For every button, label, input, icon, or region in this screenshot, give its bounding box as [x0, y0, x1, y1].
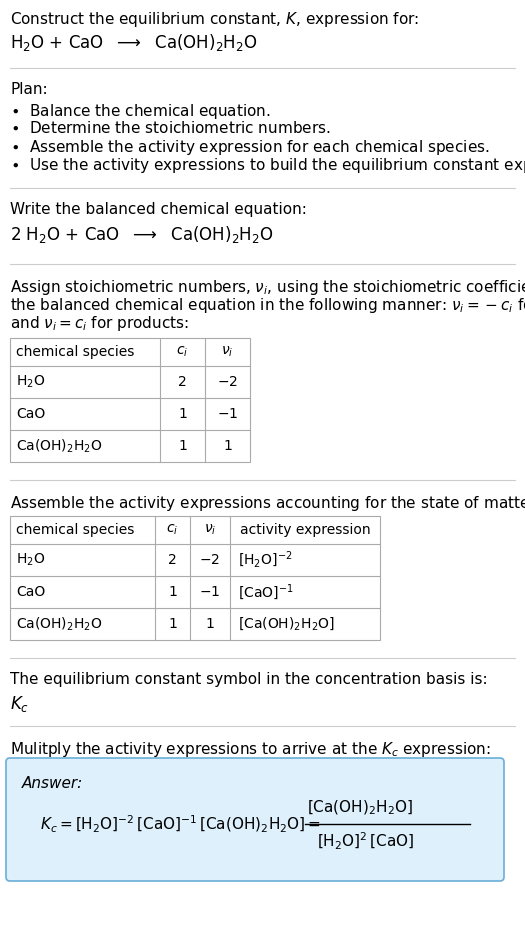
Text: Assemble the activity expressions accounting for the state of matter and $\nu_i$: Assemble the activity expressions accoun…: [10, 494, 525, 513]
Text: 2: 2: [178, 375, 187, 389]
Text: $\bullet$  Use the activity expressions to build the equilibrium constant expres: $\bullet$ Use the activity expressions t…: [10, 156, 525, 175]
Text: $\bullet$  Assemble the activity expression for each chemical species.: $\bullet$ Assemble the activity expressi…: [10, 138, 490, 157]
Text: $[\mathrm{H_2O}]^{-2}$: $[\mathrm{H_2O}]^{-2}$: [238, 550, 292, 570]
Text: $\bullet$  Balance the chemical equation.: $\bullet$ Balance the chemical equation.: [10, 102, 271, 121]
Text: $-2$: $-2$: [200, 553, 220, 567]
Text: Plan:: Plan:: [10, 82, 48, 97]
Text: 2: 2: [168, 553, 177, 567]
Text: the balanced chemical equation in the following manner: $\nu_i = -c_i$ for react: the balanced chemical equation in the fo…: [10, 296, 525, 315]
Text: CaO: CaO: [16, 585, 45, 599]
Text: $\mathrm{H_2O}$: $\mathrm{H_2O}$: [16, 374, 45, 390]
Text: Mulitply the activity expressions to arrive at the $K_c$ expression:: Mulitply the activity expressions to arr…: [10, 740, 491, 759]
Text: activity expression: activity expression: [240, 523, 370, 537]
Text: Answer:: Answer:: [22, 776, 83, 791]
Text: CaO: CaO: [16, 407, 45, 421]
Text: $\mathrm{Ca(OH)_2H_2O}$: $\mathrm{Ca(OH)_2H_2O}$: [16, 437, 102, 455]
Text: $\bullet$  Determine the stoichiometric numbers.: $\bullet$ Determine the stoichiometric n…: [10, 120, 331, 136]
Text: $K_c$: $K_c$: [10, 694, 29, 714]
Text: 1: 1: [178, 439, 187, 453]
Text: and $\nu_i = c_i$ for products:: and $\nu_i = c_i$ for products:: [10, 314, 189, 333]
Text: $\mathrm{Ca(OH)_2H_2O}$: $\mathrm{Ca(OH)_2H_2O}$: [16, 616, 102, 632]
Text: $-2$: $-2$: [217, 375, 238, 389]
Text: $[\mathrm{CaO}]^{-1}$: $[\mathrm{CaO}]^{-1}$: [238, 582, 293, 601]
Text: $c_i$: $c_i$: [176, 345, 188, 360]
Text: chemical species: chemical species: [16, 345, 134, 359]
Text: 1: 1: [223, 439, 232, 453]
Bar: [10, 338, 250, 462]
Text: Construct the equilibrium constant, $K$, expression for:: Construct the equilibrium constant, $K$,…: [10, 10, 419, 29]
Text: 1: 1: [168, 617, 177, 631]
Text: $-1$: $-1$: [200, 585, 220, 599]
Text: $-1$: $-1$: [217, 407, 238, 421]
Text: $\mathrm{H_2O}$ + CaO  $\longrightarrow$  $\mathrm{Ca(OH)_2H_2O}$: $\mathrm{H_2O}$ + CaO $\longrightarrow$ …: [10, 32, 258, 53]
Text: 1: 1: [206, 617, 214, 631]
Text: $[\mathrm{Ca(OH)_2H_2O}]$: $[\mathrm{Ca(OH)_2H_2O}]$: [238, 616, 335, 632]
Text: The equilibrium constant symbol in the concentration basis is:: The equilibrium constant symbol in the c…: [10, 672, 488, 687]
Text: 1: 1: [178, 407, 187, 421]
Text: $\nu_i$: $\nu_i$: [204, 523, 216, 537]
Text: 1: 1: [168, 585, 177, 599]
Text: Assign stoichiometric numbers, $\nu_i$, using the stoichiometric coefficients, $: Assign stoichiometric numbers, $\nu_i$, …: [10, 278, 525, 297]
Text: chemical species: chemical species: [16, 523, 134, 537]
Text: $K_c = [\mathrm{H_2O}]^{-2}\,[\mathrm{CaO}]^{-1}\,[\mathrm{Ca(OH)_2H_2O}] =$: $K_c = [\mathrm{H_2O}]^{-2}\,[\mathrm{Ca…: [40, 814, 321, 835]
Text: $[\mathrm{Ca(OH)_2H_2O}]$: $[\mathrm{Ca(OH)_2H_2O}]$: [307, 799, 413, 817]
Text: Write the balanced chemical equation:: Write the balanced chemical equation:: [10, 202, 307, 217]
Text: $c_i$: $c_i$: [166, 523, 179, 537]
Bar: [10, 516, 380, 640]
Text: $\nu_i$: $\nu_i$: [222, 345, 234, 360]
Text: $\mathrm{H_2O}$: $\mathrm{H_2O}$: [16, 552, 45, 568]
Text: $[\mathrm{H_2O}]^2\,[\mathrm{CaO}]$: $[\mathrm{H_2O}]^2\,[\mathrm{CaO}]$: [317, 830, 414, 852]
Text: $2\ \mathrm{H_2O}$ + CaO  $\longrightarrow$  $\mathrm{Ca(OH)_2H_2O}$: $2\ \mathrm{H_2O}$ + CaO $\longrightarro…: [10, 224, 274, 245]
FancyBboxPatch shape: [6, 758, 504, 881]
